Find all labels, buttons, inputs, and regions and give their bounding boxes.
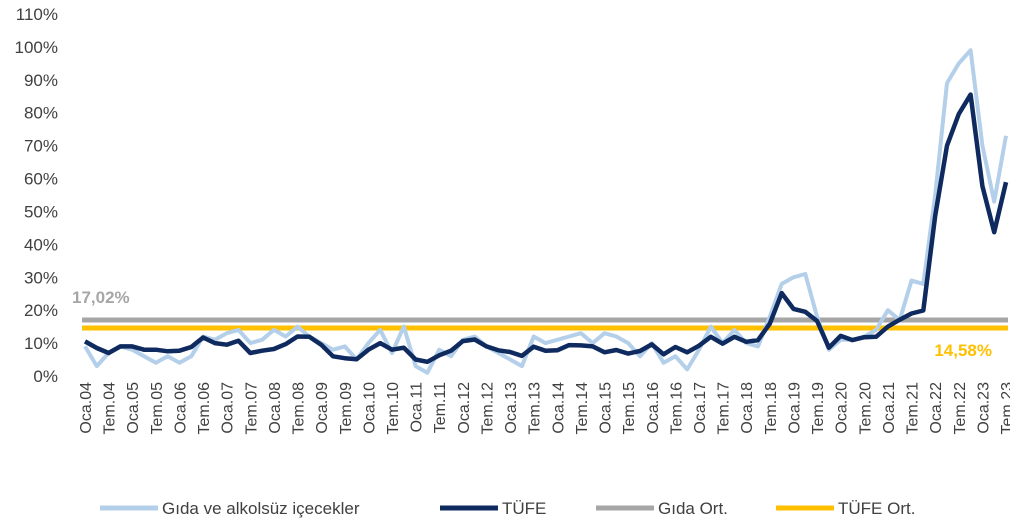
x-tick-label: Tem.12 xyxy=(479,382,496,435)
x-tick-label: Oca.15 xyxy=(598,382,615,434)
x-tick-label: Tem.16 xyxy=(668,382,685,435)
x-tick-label: Oca.18 xyxy=(739,382,756,434)
x-tick-label: Tem.21 xyxy=(905,382,922,435)
x-tick-label: Tem.09 xyxy=(338,382,355,435)
x-tick-label: Tem.11 xyxy=(432,382,449,433)
x-tick-label: Tem.04 xyxy=(102,382,119,435)
x-tick-label: Tem.13 xyxy=(527,382,544,435)
x-tick-label: Oca.07 xyxy=(220,382,237,434)
y-tick-label: 20% xyxy=(24,301,58,320)
x-tick-label: Oca.14 xyxy=(550,382,567,434)
x-tick-label: Tem.14 xyxy=(574,382,591,435)
x-tick-label: Tem.18 xyxy=(763,382,780,435)
x-tick-label: Oca.19 xyxy=(786,382,803,434)
x-tick-label: Tem.23 xyxy=(999,382,1010,435)
y-tick-label: 100% xyxy=(15,38,58,57)
x-tick-label: Oca.11 xyxy=(409,382,426,433)
x-tick-label: Tem.19 xyxy=(810,382,827,435)
x-tick-label: Tem.05 xyxy=(149,382,166,435)
x-tick-label: Tem.07 xyxy=(243,382,260,435)
x-tick-label: Oca.10 xyxy=(361,382,378,434)
y-tick-label: 50% xyxy=(24,202,58,221)
x-tick-label: Tem.10 xyxy=(385,382,402,435)
legend-label: TÜFE xyxy=(502,499,546,518)
x-tick-label: Oca.20 xyxy=(834,382,851,434)
average-label: 14,58% xyxy=(934,341,992,360)
average-label: 17,02% xyxy=(72,288,130,307)
x-tick-label: Oca.22 xyxy=(928,382,945,434)
x-tick-label: Tem.22 xyxy=(952,382,969,435)
x-tick-label: Oca.13 xyxy=(503,382,520,434)
legend-label: Gıda ve alkolsüz içecekler xyxy=(162,499,360,518)
x-tick-label: Oca.09 xyxy=(314,382,331,434)
y-tick-label: 10% xyxy=(24,334,58,353)
x-tick-label: Oca.04 xyxy=(78,382,95,434)
y-tick-label: 90% xyxy=(24,71,58,90)
x-tick-label: Tem.06 xyxy=(196,382,213,435)
y-tick-label: 30% xyxy=(24,268,58,287)
series-line xyxy=(83,92,1009,365)
y-tick-label: 80% xyxy=(24,104,58,123)
x-tick-label: Oca.05 xyxy=(125,382,142,434)
x-tick-label: Oca.16 xyxy=(645,382,662,434)
x-tick-label: Tem.15 xyxy=(621,382,638,435)
y-tick-label: 0% xyxy=(33,367,58,386)
x-tick-label: Oca.21 xyxy=(881,382,898,434)
x-tick-label: Oca.12 xyxy=(456,382,473,434)
y-tick-label: 110% xyxy=(16,5,58,24)
x-tick-label: Tem.17 xyxy=(716,382,733,435)
x-tick-label: Oca.23 xyxy=(975,382,992,434)
series-line xyxy=(83,48,1008,375)
y-tick-label: 70% xyxy=(24,137,58,156)
x-tick-label: Tem.08 xyxy=(291,382,308,435)
y-tick-label: 40% xyxy=(24,235,58,254)
x-tick-label: Oca.06 xyxy=(172,382,189,434)
x-tick-label: Tem.20 xyxy=(857,382,874,435)
legend-label: Gıda Ort. xyxy=(658,499,728,518)
y-tick-label: 60% xyxy=(24,170,58,189)
x-tick-label: Oca.08 xyxy=(267,382,284,434)
x-tick-label: Oca.17 xyxy=(692,382,709,434)
legend-label: TÜFE Ort. xyxy=(838,499,915,518)
